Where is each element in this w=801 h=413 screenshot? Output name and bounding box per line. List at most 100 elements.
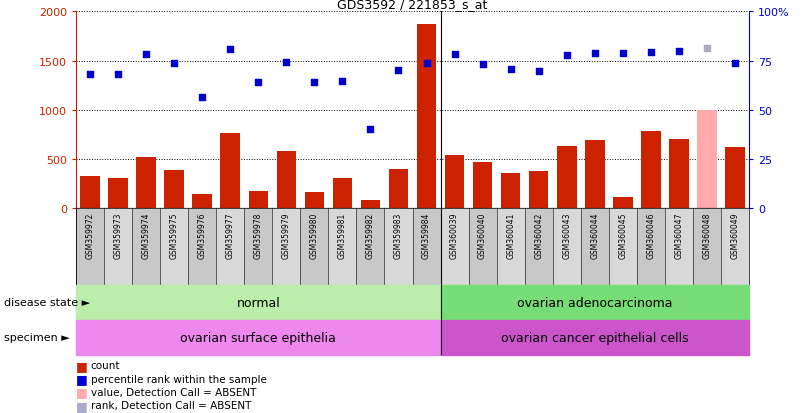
Bar [244,209,272,285]
Bar [693,209,721,285]
Bar [665,209,693,285]
Text: GSM360042: GSM360042 [534,212,543,259]
Bar [417,25,437,209]
Text: GSM360043: GSM360043 [562,212,571,259]
Point [195,95,208,101]
Text: ovarian cancer epithelial cells: ovarian cancer epithelial cells [501,331,689,344]
Text: GSM359984: GSM359984 [422,212,431,259]
Bar [188,209,216,285]
Bar [613,197,633,209]
Bar [525,209,553,285]
Text: ■: ■ [76,385,88,399]
Text: percentile rank within the sample: percentile rank within the sample [91,374,267,384]
Text: GSM360041: GSM360041 [506,212,515,259]
Bar [641,132,661,209]
Point [224,46,237,53]
Text: GSM360045: GSM360045 [618,212,627,259]
Point [84,72,96,78]
Bar [220,134,240,209]
Text: GSM359977: GSM359977 [226,212,235,259]
Bar [80,176,100,209]
Point [139,51,152,58]
Bar [360,201,380,209]
Text: GSM359979: GSM359979 [282,212,291,259]
Text: GSM359975: GSM359975 [170,212,179,259]
Point [505,67,517,74]
Bar [469,209,497,285]
Text: GSM359972: GSM359972 [86,212,95,259]
Point [588,50,601,57]
Bar [132,209,160,285]
Point [308,79,320,86]
Text: GSM360046: GSM360046 [646,212,655,259]
Text: value, Detection Call = ABSENT: value, Detection Call = ABSENT [91,387,256,397]
Point [616,50,629,57]
Bar [276,152,296,209]
Bar [473,163,493,209]
Point [364,127,377,133]
Bar [669,140,689,209]
Point [532,69,545,76]
Point [392,68,405,75]
Text: GSM359981: GSM359981 [338,212,347,259]
Text: GSM360040: GSM360040 [478,212,487,259]
Bar [609,209,637,285]
Bar [501,173,521,209]
Point [280,59,293,66]
Point [700,45,713,52]
Text: disease state ►: disease state ► [4,297,91,308]
Point [168,60,181,67]
Bar [76,320,441,355]
Bar [192,195,212,209]
Text: GSM359976: GSM359976 [198,212,207,259]
Text: GSM359973: GSM359973 [114,212,123,259]
Text: rank, Detection Call = ABSENT: rank, Detection Call = ABSENT [91,400,251,410]
Bar [164,170,184,209]
Bar [304,192,324,209]
Bar [721,209,749,285]
Bar [108,178,128,209]
Bar [160,209,188,285]
Text: ■: ■ [76,359,88,372]
Bar [529,171,549,209]
Text: GSM359978: GSM359978 [254,212,263,259]
Bar [441,285,749,320]
Text: ■: ■ [76,372,88,385]
Point [672,49,685,55]
Text: ■: ■ [76,399,88,412]
Text: GSM360039: GSM360039 [450,212,459,259]
Bar [248,192,268,209]
Bar [136,157,156,209]
Text: GSM359983: GSM359983 [394,212,403,259]
Point [421,60,433,67]
Bar [76,209,104,285]
Bar [272,209,300,285]
Point [644,49,657,56]
Bar [445,156,465,209]
Bar [725,148,745,209]
Bar [441,320,749,355]
Bar [637,209,665,285]
Bar [104,209,132,285]
Text: GSM359982: GSM359982 [366,212,375,259]
Point [336,78,349,85]
Text: ovarian adenocarcinoma: ovarian adenocarcinoma [517,296,673,309]
Bar [332,178,352,209]
Bar [300,209,328,285]
Text: specimen ►: specimen ► [4,332,70,343]
Text: ovarian surface epithelia: ovarian surface epithelia [180,331,336,344]
Text: normal: normal [236,296,280,309]
Bar [384,209,413,285]
Title: GDS3592 / 221853_s_at: GDS3592 / 221853_s_at [337,0,488,11]
Bar [216,209,244,285]
Bar [76,285,441,320]
Point [111,72,125,78]
Text: GSM359974: GSM359974 [142,212,151,259]
Point [561,53,574,59]
Text: count: count [91,361,120,370]
Bar [388,169,409,209]
Point [252,80,264,86]
Point [449,51,461,58]
Bar [557,146,577,209]
Text: GSM360048: GSM360048 [702,212,711,259]
